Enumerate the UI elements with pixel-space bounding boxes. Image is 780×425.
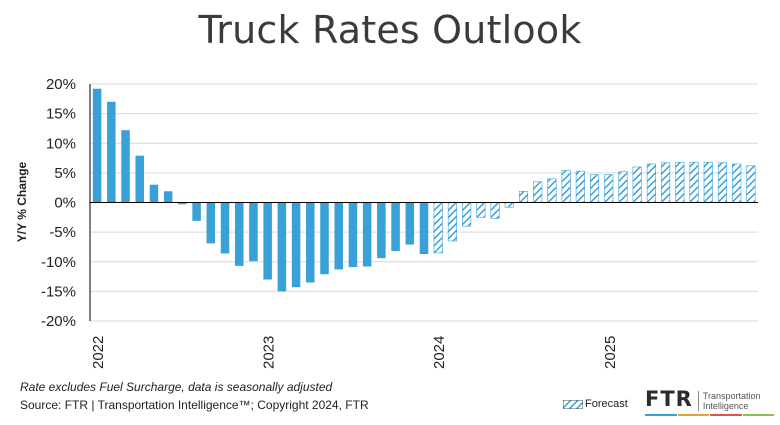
forecast-bar xyxy=(646,163,656,203)
forecast-bar xyxy=(462,202,472,227)
forecast-bar xyxy=(732,163,742,203)
forecast-bar xyxy=(661,162,671,203)
actual-bar xyxy=(377,202,386,259)
actual-bar xyxy=(121,130,130,203)
forecast-bar xyxy=(561,170,571,203)
y-tick-label: 10% xyxy=(46,135,76,152)
y-axis-label: Y/Y % Change xyxy=(15,161,29,242)
footnote: Rate excludes Fuel Surcharge, data is se… xyxy=(20,380,333,394)
logo-subtitle: Transportation Intelligence xyxy=(697,391,761,411)
forecast-bar xyxy=(575,170,585,203)
actual-bar xyxy=(149,184,159,203)
forecast-legend-label: Forecast xyxy=(585,398,628,410)
x-axis-year-labels: 2022 2023 2024 2025 xyxy=(90,336,619,369)
forecast-bar xyxy=(589,174,600,203)
actual-bar xyxy=(234,202,244,266)
actual-bar xyxy=(135,155,145,203)
actual-bar xyxy=(249,202,258,262)
actual-bar xyxy=(320,202,329,275)
forecast-legend-swatch xyxy=(563,399,583,409)
forecast-bar xyxy=(675,161,685,203)
actual-bar xyxy=(277,202,287,292)
forecast-bar xyxy=(518,190,529,203)
actual-bar xyxy=(178,202,187,205)
forecast-bar xyxy=(703,161,713,203)
y-tick-label: 5% xyxy=(54,165,76,182)
actual-bar xyxy=(405,202,415,245)
logo-stripe-segment xyxy=(742,414,774,416)
forecast-bar xyxy=(476,202,486,218)
actual-bar xyxy=(362,202,372,267)
bars xyxy=(92,88,756,292)
forecast-bar xyxy=(504,202,514,208)
logo-sub-line2: Intelligence xyxy=(702,401,749,411)
legend: Forecast xyxy=(563,398,628,410)
actual-bar xyxy=(348,202,358,268)
y-tick-label: 20% xyxy=(46,76,76,93)
actual-bar xyxy=(306,202,315,283)
logo-main-text: FTR xyxy=(645,387,693,411)
x-year-label: 2023 xyxy=(261,336,278,369)
y-tick-label: -20% xyxy=(41,313,76,330)
forecast-bar xyxy=(547,178,557,203)
forecast-bar xyxy=(746,165,756,203)
actual-bar xyxy=(220,202,230,254)
forecast-bar xyxy=(618,171,628,203)
logo-stripe-segment xyxy=(645,414,677,416)
actual-bar xyxy=(206,202,216,244)
actual-bar xyxy=(192,202,201,221)
actual-bar xyxy=(334,202,343,270)
axes xyxy=(89,84,758,321)
chart-title: Truck Rates Outlook xyxy=(198,8,582,52)
ftr-logo: FTR Transportation Intelligence xyxy=(645,387,774,416)
forecast-bar xyxy=(533,181,543,203)
y-tick-label: 0% xyxy=(54,195,76,212)
y-tick-label: -5% xyxy=(49,224,76,241)
x-year-label: 2025 xyxy=(602,336,619,369)
bar-chart: 20%15%10%5%0%-5%-10%-15%-20% 2022 2023 202… xyxy=(15,76,758,369)
actual-bar xyxy=(391,202,400,252)
actual-bar xyxy=(107,101,116,203)
forecast-bar xyxy=(689,161,699,203)
actual-bar xyxy=(263,202,272,280)
logo-stripe-segment xyxy=(710,414,742,416)
x-year-label: 2024 xyxy=(431,336,448,369)
y-tick-label: -10% xyxy=(41,254,76,271)
forecast-bar xyxy=(632,166,642,203)
forecast-bar xyxy=(604,174,614,203)
logo-sub-line1: Transportation xyxy=(702,391,761,401)
actual-bar xyxy=(419,202,429,255)
logo-color-stripe xyxy=(645,414,775,417)
forecast-bar xyxy=(447,202,457,242)
x-year-label: 2022 xyxy=(90,336,107,369)
forecast-bar xyxy=(433,202,443,254)
y-tick-label: -15% xyxy=(41,283,76,300)
actual-bar xyxy=(291,202,301,288)
logo-stripe-segment xyxy=(677,414,709,416)
y-tick-label: 15% xyxy=(46,106,76,123)
source-note: Source: FTR | Transportation Intelligenc… xyxy=(20,398,369,412)
actual-bar xyxy=(163,191,173,203)
y-axis-ticks: 20% 15% 10% 5% 0% -5% -10% -15% -20% xyxy=(41,76,76,330)
actual-bar xyxy=(92,88,102,203)
forecast-bar xyxy=(490,202,500,219)
forecast-bar xyxy=(717,162,728,203)
